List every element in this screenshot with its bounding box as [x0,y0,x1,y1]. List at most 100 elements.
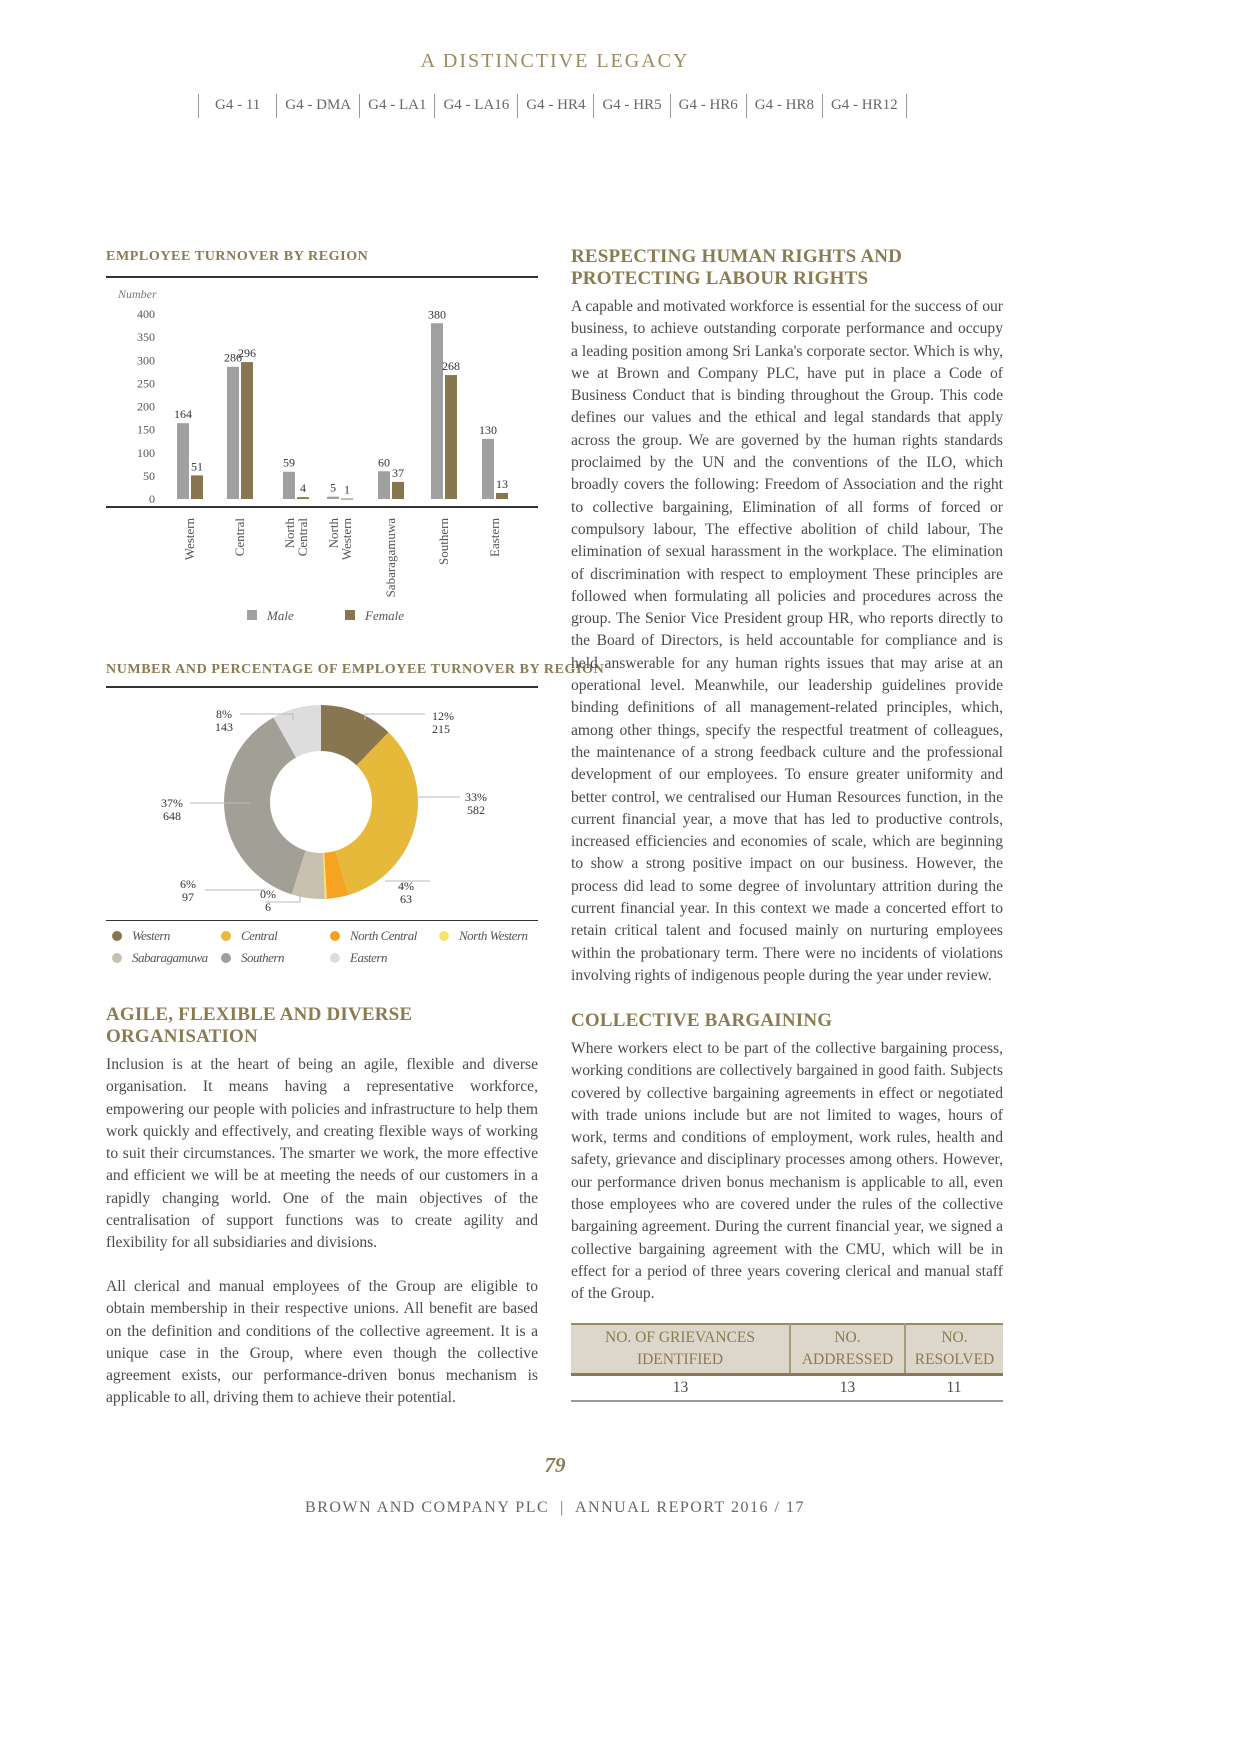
slice-percent: 4% [398,879,414,893]
paragraph: All clerical and manual employees of the… [106,1278,538,1407]
table-cell: 13 [839,1379,856,1396]
bar-male [378,471,390,499]
data-label: 380 [428,307,446,321]
table-cell: 13 [672,1379,689,1396]
table-cell: 11 [946,1379,962,1396]
gri-tag: G4 - DMA [276,94,359,118]
legend-swatch [221,931,231,941]
bar-male [327,496,339,499]
section-title: A DISTINCTIVE LEGACY [420,50,690,72]
grievance-table: NO. OF GRIEVANCES IDENTIFIED NO. ADDRESS… [571,1323,1003,1402]
donut-chart: 12%215 33%582 4%63 0%6 6%97 37%648 8%143 [161,705,487,914]
slice-percent: 8% [216,707,232,721]
legend-swatch [112,931,122,941]
gri-tag: G4 - LA16 [434,94,517,118]
y-tick-label: 350 [137,330,155,344]
gri-tag: G4 - HR4 [517,94,593,118]
y-axis-label: Number [117,287,157,301]
legend-label: Male [266,608,294,623]
x-tick-label: Sabaragamuwa [383,518,398,598]
x-tick-label: Eastern [487,518,502,557]
heading-human-rights: RESPECTING HUMAN RIGHTS AND PROTECTING L… [571,246,903,289]
y-tick-label: 300 [137,353,155,367]
legend-swatch [439,931,449,941]
legend-label: Central [241,928,278,943]
gri-tag: G4 - HR6 [669,94,746,118]
slice-value: 97 [182,890,194,904]
bar-female [496,492,508,499]
donut-slice-north-western [323,852,327,899]
paragraph: A capable and motivated workforce is ess… [571,298,1003,984]
column-header: NO. OF GRIEVANCES IDENTIFIED [571,1324,791,1375]
legend-label: Eastern [350,950,387,965]
data-label: 296 [238,346,256,360]
data-label: 5 [330,481,336,495]
donut-slice-central [335,732,418,896]
slice-percent: 33% [465,790,487,804]
data-label: 13 [496,477,508,491]
data-label: 51 [191,459,203,473]
slice-percent: 37% [161,796,183,810]
legend-item: Eastern [330,950,387,966]
data-label: 60 [378,455,390,469]
gri-tag: G4 - LA1 [359,94,434,118]
legend-swatch [330,953,340,963]
legend-label: North Western [459,928,528,943]
y-tick-label: 100 [137,446,155,460]
bar-chart-title: EMPLOYEE TURNOVER BY REGION [106,249,369,264]
legend-item: Sabaragamuwa [112,950,208,966]
legend-label: Female [364,608,404,623]
legend-swatch [247,610,257,620]
legend-item: North Central [330,928,417,944]
bar-female [241,362,253,499]
donut-slice-eastern [273,705,321,758]
y-tick-label: 250 [137,376,155,390]
column-header: NO. RESOLVED [905,1324,1003,1375]
bar-female [341,498,353,500]
x-tick-label: Central [232,518,247,557]
x-tick-label: Western [182,518,197,561]
legend-swatch [221,953,231,963]
slice-value: 63 [400,892,412,906]
column-header: NO. ADDRESSED [790,1324,906,1375]
divider [106,276,538,278]
footer-text: BROWN AND COMPANY PLC | ANNUAL REPORT 20… [305,1499,805,1516]
x-tick-label: Southern [436,518,451,565]
slice-value: 648 [163,809,181,823]
bar-male [227,366,239,499]
paragraph: Where workers elect to be part of the co… [571,1040,1003,1303]
legend-item: Southern [221,950,284,966]
data-label: 286 [224,351,242,365]
gri-tag: G4 - HR5 [593,94,669,118]
divider [106,920,538,921]
gri-tag: G4 - HR12 [821,94,907,118]
slice-value: 6 [265,900,271,914]
slice-percent: 6% [180,877,196,891]
slice-value: 143 [215,720,233,734]
bar-male [283,471,295,499]
legend-label: North Central [350,928,417,943]
legend-swatch [330,931,340,941]
bar-female [191,475,203,499]
donut-slice-southern [224,717,306,895]
heading-collective-bargaining: COLLECTIVE BARGAINING [571,1010,833,1031]
bar-female [392,481,404,499]
leader-line [364,713,425,720]
gri-tag: G4 - 11 [198,94,276,118]
legend-item: Central [221,928,278,944]
slice-value: 215 [432,722,450,736]
donut-slice-sabaragamuwa [291,850,325,899]
bar-male [177,423,189,499]
x-tick-label: Central [295,518,310,557]
bar-male [431,323,443,499]
slice-percent: 12% [432,709,454,723]
heading-agile: AGILE, FLEXIBLE AND DIVERSE ORGANISATION [106,1004,413,1047]
y-tick-label: 400 [137,307,155,321]
y-tick-label: 50 [143,469,155,483]
slice-percent: 0% [260,887,276,901]
x-tick-label: North [326,518,341,549]
bar-male [482,438,494,499]
y-tick-label: 0 [149,492,155,506]
data-label: 164 [174,407,192,421]
